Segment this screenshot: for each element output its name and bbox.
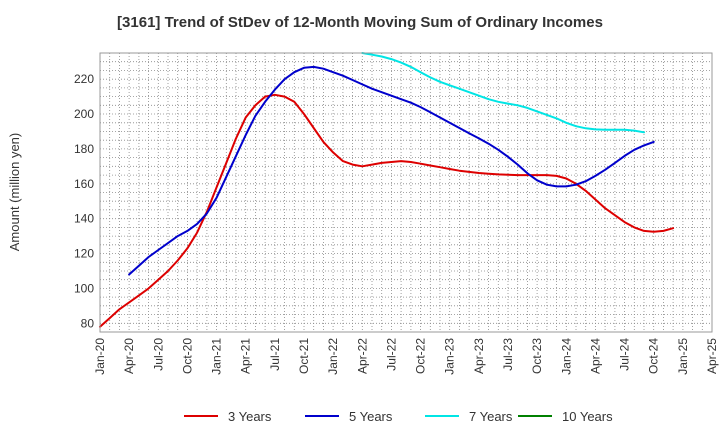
plot-border <box>99 52 713 333</box>
legend-label: 7 Years <box>469 408 513 424</box>
legend-swatch <box>305 415 339 417</box>
y-axis-tick-labels: 80 100 120 140 160 180 200 220 <box>74 72 94 330</box>
y-tick-label: 180 <box>74 142 94 156</box>
x-tick-label: Jan-25 <box>676 338 690 375</box>
legend-label: 5 Years <box>349 408 393 424</box>
x-tick-label: Jan-24 <box>559 338 573 375</box>
y-tick-label: 80 <box>81 316 95 330</box>
x-tick-label: Apr-21 <box>239 338 253 374</box>
x-tick-label: Oct-21 <box>297 338 311 374</box>
x-tick-label: Jul-23 <box>501 338 515 371</box>
legend-item: 5 Years <box>305 406 392 426</box>
legend: 3 Years 5 Years 7 Years 10 Years <box>0 406 720 426</box>
legend-label: 10 Years <box>562 408 613 424</box>
x-tick-label: Jan-22 <box>326 338 340 375</box>
x-tick-label: Apr-23 <box>472 338 486 374</box>
x-tick-label: Oct-20 <box>180 338 194 374</box>
y-tick-label: 220 <box>74 72 94 86</box>
y-tick-label: 120 <box>74 247 94 261</box>
legend-item: 3 Years <box>184 406 271 426</box>
x-tick-label: Apr-20 <box>122 338 136 374</box>
x-tick-label: Oct-24 <box>647 338 661 374</box>
x-tick-label: Jan-20 <box>93 338 107 375</box>
horizontal-gridlines <box>100 61 712 324</box>
legend-swatch <box>518 415 552 417</box>
x-tick-label: Jan-21 <box>210 338 224 375</box>
legend-label: 3 Years <box>228 408 272 424</box>
x-tick-label: Apr-25 <box>705 338 719 374</box>
x-tick-label: Jul-21 <box>268 338 282 371</box>
y-tick-label: 100 <box>74 281 94 295</box>
x-tick-label: Oct-22 <box>414 338 428 374</box>
legend-swatch <box>425 415 459 417</box>
x-tick-label: Jul-24 <box>618 338 632 371</box>
x-axis-tick-labels: Jan-20 Apr-20 Jul-20 Oct-20 Jan-21 Apr-21 Jul-… <box>93 338 719 375</box>
y-tick-label: 140 <box>74 212 94 226</box>
y-tick-label: 160 <box>74 177 94 191</box>
y-tick-label: 200 <box>74 107 94 121</box>
series-line-5-years <box>128 65 655 276</box>
legend-item: 10 Years <box>518 406 613 426</box>
series-line-7-years <box>361 52 645 134</box>
chart-title: [3161] Trend of StDev of 12-Month Moving… <box>117 14 603 31</box>
x-tick-label: Jul-22 <box>384 338 398 371</box>
x-tick-label: Jul-20 <box>151 338 165 371</box>
legend-item: 7 Years <box>425 406 512 426</box>
x-tick-label: Oct-23 <box>530 338 544 374</box>
x-tick-label: Apr-24 <box>588 338 602 374</box>
x-tick-label: Jan-23 <box>443 338 457 375</box>
x-tick-label: Apr-22 <box>355 338 369 374</box>
series-lines <box>99 52 675 328</box>
y-axis-label: Amount (million yen) <box>7 133 22 252</box>
legend-swatch <box>184 415 218 417</box>
